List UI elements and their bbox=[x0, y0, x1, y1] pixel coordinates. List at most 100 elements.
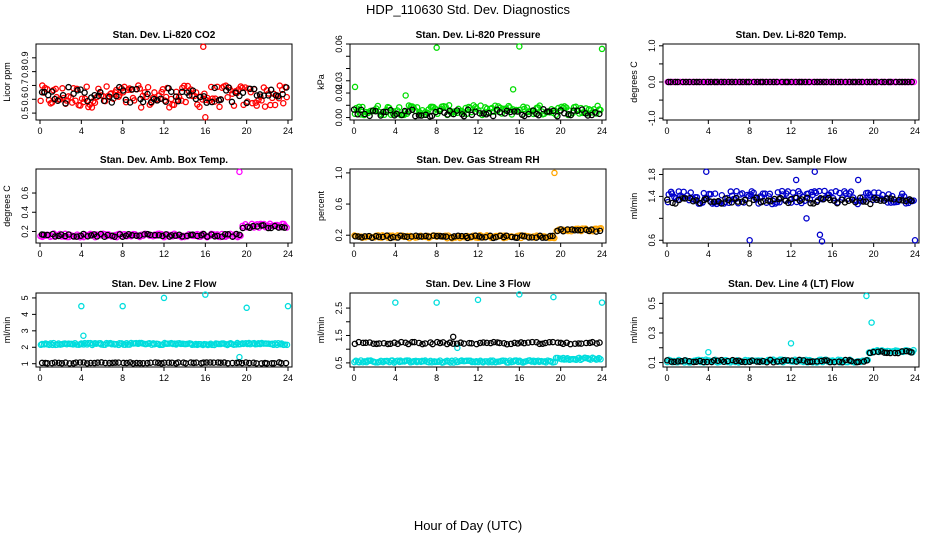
data-point bbox=[827, 78, 835, 86]
x-tick-label: 16 bbox=[827, 126, 837, 136]
data-point bbox=[728, 199, 736, 206]
data-point bbox=[809, 358, 816, 365]
y-tick-label: 1.0 bbox=[647, 40, 657, 53]
data-point bbox=[379, 233, 387, 241]
data-point bbox=[571, 226, 578, 234]
data-point bbox=[833, 199, 841, 207]
y-tick-label: 1.5 bbox=[334, 329, 344, 342]
data-point bbox=[473, 340, 480, 348]
data-point bbox=[679, 78, 687, 86]
data-point bbox=[700, 358, 707, 366]
outlier-point bbox=[119, 302, 126, 310]
x-tick-label: 0 bbox=[664, 126, 669, 136]
data-point bbox=[559, 340, 567, 348]
data-point bbox=[457, 339, 464, 346]
data-point bbox=[225, 84, 232, 91]
data-point bbox=[525, 110, 532, 118]
data-point bbox=[681, 357, 689, 364]
data-point bbox=[682, 78, 690, 86]
data-point bbox=[433, 338, 441, 346]
x-tick-label: 20 bbox=[869, 373, 879, 383]
data-point bbox=[449, 340, 457, 347]
data-point bbox=[460, 340, 468, 347]
data-point bbox=[460, 112, 468, 120]
data-point bbox=[533, 234, 540, 241]
data-point bbox=[575, 340, 582, 347]
data-point bbox=[394, 340, 401, 348]
data-point bbox=[777, 194, 784, 202]
data-point bbox=[770, 359, 777, 366]
data-point bbox=[246, 85, 254, 93]
data-point bbox=[766, 78, 774, 86]
data-point bbox=[718, 191, 726, 199]
data-point bbox=[860, 198, 867, 205]
x-tick-label: 8 bbox=[747, 373, 752, 383]
data-point bbox=[83, 83, 90, 90]
data-point bbox=[100, 97, 108, 105]
data-point bbox=[232, 89, 239, 96]
data-point bbox=[810, 200, 817, 207]
data-point bbox=[798, 196, 806, 203]
data-point bbox=[352, 233, 359, 240]
data-point bbox=[91, 359, 98, 367]
outlier-point bbox=[792, 176, 800, 184]
data-point bbox=[380, 339, 388, 347]
x-tick-label: 16 bbox=[200, 373, 210, 383]
x-tick-label: 12 bbox=[159, 249, 169, 259]
data-point bbox=[453, 107, 461, 114]
data-point bbox=[785, 199, 792, 207]
data-point bbox=[863, 78, 871, 86]
data-point bbox=[686, 78, 693, 86]
data-point bbox=[267, 86, 275, 94]
y-axis-label: ml/min bbox=[629, 193, 639, 220]
data-point bbox=[568, 226, 576, 233]
data-point bbox=[174, 97, 182, 105]
x-tick-label: 8 bbox=[747, 249, 752, 259]
data-point bbox=[524, 339, 532, 346]
data-point bbox=[514, 340, 522, 347]
data-point bbox=[398, 338, 405, 346]
data-point bbox=[80, 359, 87, 366]
data-point bbox=[415, 112, 423, 119]
data-point bbox=[74, 87, 81, 94]
data-point bbox=[283, 93, 291, 101]
data-point bbox=[507, 340, 515, 348]
outlier-point bbox=[863, 292, 870, 300]
data-point bbox=[405, 108, 412, 115]
data-point bbox=[500, 340, 508, 347]
data-point bbox=[253, 92, 261, 99]
data-point bbox=[877, 197, 884, 204]
x-tick-label: 4 bbox=[79, 126, 84, 136]
x-tick-label: 20 bbox=[242, 249, 252, 259]
data-point bbox=[798, 78, 806, 86]
data-point bbox=[714, 357, 722, 364]
data-point bbox=[753, 358, 761, 365]
data-point bbox=[878, 78, 885, 86]
x-tick-label: 24 bbox=[283, 126, 293, 136]
data-point bbox=[137, 104, 145, 111]
data-point bbox=[883, 195, 891, 202]
outlier-point bbox=[433, 299, 440, 306]
data-point bbox=[664, 357, 671, 364]
outlier-point bbox=[516, 43, 523, 50]
data-point bbox=[816, 78, 824, 86]
data-point bbox=[361, 233, 369, 240]
outlier-point bbox=[454, 344, 461, 352]
data-point bbox=[667, 78, 675, 86]
data-point bbox=[77, 341, 84, 348]
x-tick-label: 4 bbox=[393, 249, 398, 259]
data-point bbox=[126, 99, 134, 106]
data-point bbox=[810, 78, 818, 86]
data-point bbox=[842, 78, 849, 86]
x-tick-label: 0 bbox=[351, 373, 356, 383]
data-point bbox=[242, 359, 250, 366]
data-point bbox=[59, 91, 67, 99]
data-point bbox=[401, 233, 408, 240]
data-point bbox=[160, 359, 168, 366]
data-point bbox=[458, 111, 466, 118]
data-point bbox=[743, 78, 750, 86]
data-point bbox=[62, 359, 69, 366]
data-point bbox=[355, 338, 363, 346]
outlier-point bbox=[200, 43, 207, 51]
data-point bbox=[151, 231, 159, 239]
